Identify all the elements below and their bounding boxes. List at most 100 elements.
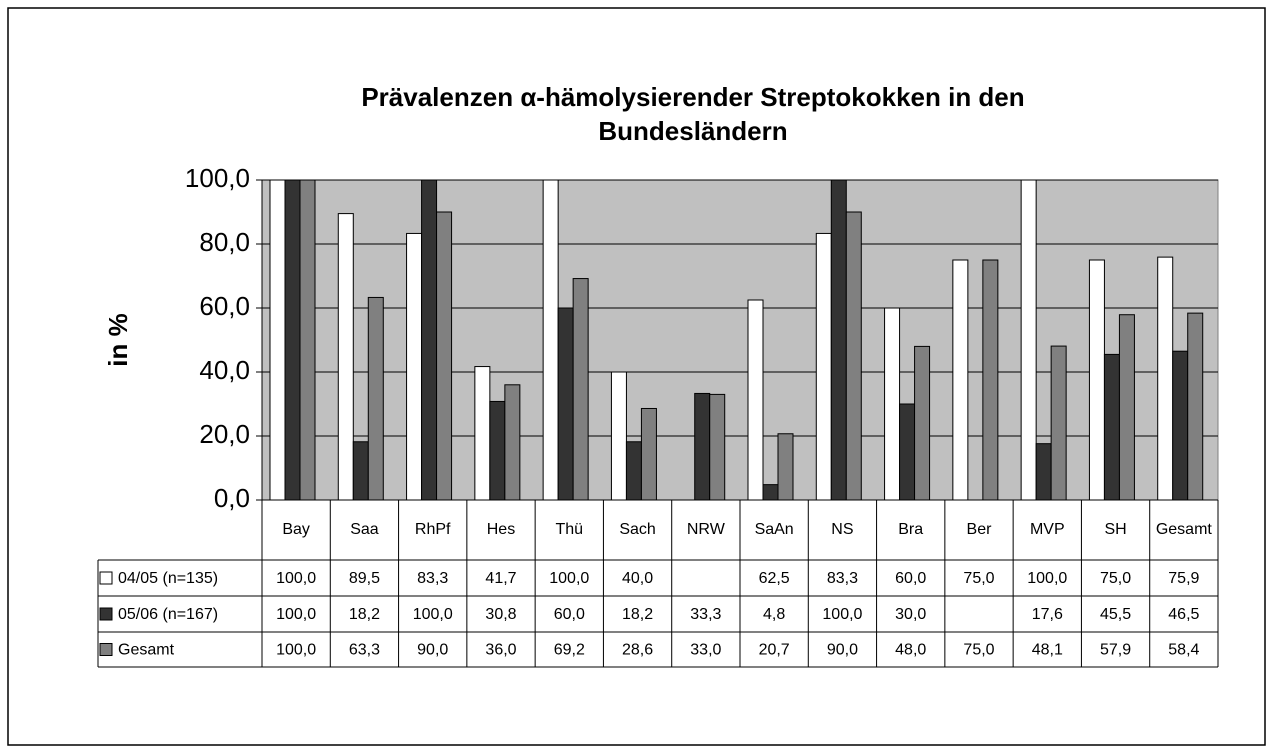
data-label: 30,0 xyxy=(895,606,926,623)
data-label: 69,2 xyxy=(554,642,585,659)
data-label: 20,7 xyxy=(759,642,790,659)
data-label: 18,2 xyxy=(622,606,653,623)
bar xyxy=(299,179,316,501)
x-tick-label: Sach xyxy=(619,521,656,538)
bar xyxy=(625,441,642,501)
data-label: 46,5 xyxy=(1168,606,1199,623)
data-label: 83,3 xyxy=(827,570,858,587)
legend-swatch xyxy=(99,607,113,621)
x-tick-label: Gesamt xyxy=(1155,521,1212,538)
x-tick-label: MVP xyxy=(1029,521,1065,538)
x-tick-label: SaAn xyxy=(754,521,794,538)
data-label: 75,0 xyxy=(963,570,994,587)
chart-title: Prävalenzen α-hämolysierender Streptokok… xyxy=(361,82,1025,146)
data-label: 75,0 xyxy=(1100,570,1131,587)
legend-label: 04/05 (n=135) xyxy=(118,570,218,587)
y-tick-label: 20,0 xyxy=(199,419,250,449)
bar xyxy=(1103,353,1120,501)
y-tick-label: 0,0 xyxy=(214,483,250,513)
bar xyxy=(1088,259,1105,501)
y-axis-label: in % xyxy=(103,313,133,366)
bar xyxy=(1035,443,1052,501)
x-tick-label: SH xyxy=(1104,521,1127,538)
bar xyxy=(777,433,794,501)
legend-label: Gesamt xyxy=(118,642,175,659)
data-label: 40,0 xyxy=(622,570,653,587)
bar xyxy=(952,259,969,501)
bar xyxy=(982,259,999,501)
data-label: 63,3 xyxy=(349,642,380,659)
bar xyxy=(694,392,711,501)
bar xyxy=(1172,350,1189,501)
data-label: 100,0 xyxy=(822,606,862,623)
bar xyxy=(709,393,726,501)
bar xyxy=(830,179,847,501)
x-tick-label: Thü xyxy=(555,521,584,538)
data-label: 90,0 xyxy=(417,642,448,659)
data-label: 75,0 xyxy=(963,642,994,659)
y-tick-label: 80,0 xyxy=(199,227,250,257)
x-tick-label: NS xyxy=(831,521,854,538)
bar xyxy=(1157,256,1174,501)
data-label: 30,8 xyxy=(485,606,516,623)
data-label: 89,5 xyxy=(349,570,380,587)
data-label: 28,6 xyxy=(622,642,653,659)
data-label: 60,0 xyxy=(895,570,926,587)
bar xyxy=(1118,314,1135,501)
bar xyxy=(489,400,506,501)
bar xyxy=(884,307,901,501)
bar xyxy=(557,307,574,501)
bar xyxy=(1187,312,1204,501)
data-label: 60,0 xyxy=(554,606,585,623)
data-label: 45,5 xyxy=(1100,606,1131,623)
x-tick-label: Bay xyxy=(282,521,310,538)
data-label: 33,3 xyxy=(690,606,721,623)
legend-label: 05/06 (n=167) xyxy=(118,606,218,623)
bar xyxy=(572,278,589,501)
data-label: 36,0 xyxy=(485,642,516,659)
bar xyxy=(337,213,354,501)
bar xyxy=(762,484,779,501)
bar xyxy=(406,232,423,501)
bar xyxy=(269,179,286,501)
bar xyxy=(1020,179,1037,501)
bar xyxy=(845,211,862,501)
data-label: 100,0 xyxy=(276,570,316,587)
legend-swatch xyxy=(99,643,113,656)
data-label: 90,0 xyxy=(827,642,858,659)
bar xyxy=(436,211,453,501)
data-label: 100,0 xyxy=(413,606,453,623)
data-label: 18,2 xyxy=(349,606,380,623)
x-tick-label: Ber xyxy=(966,521,992,538)
data-label: 100,0 xyxy=(276,606,316,623)
data-label: 48,0 xyxy=(895,642,926,659)
data-label: 100,0 xyxy=(1027,570,1067,587)
bar xyxy=(421,179,438,501)
data-label: 62,5 xyxy=(759,570,790,587)
data-label: 48,1 xyxy=(1032,642,1063,659)
x-tick-label: Hes xyxy=(486,521,516,538)
bar xyxy=(1050,345,1067,501)
x-tick-label: RhPf xyxy=(414,521,451,538)
data-label: 83,3 xyxy=(417,570,448,587)
bar xyxy=(899,403,916,501)
bar xyxy=(284,179,301,501)
data-label: 57,9 xyxy=(1100,642,1131,659)
bar xyxy=(815,232,832,501)
bar xyxy=(367,296,384,501)
bar xyxy=(640,407,657,501)
data-label: 4,8 xyxy=(763,606,785,623)
data-label: 17,6 xyxy=(1032,606,1063,623)
y-tick-label: 40,0 xyxy=(199,355,250,385)
bar xyxy=(504,384,521,501)
x-tick-label: Saa xyxy=(350,521,379,538)
y-tick-label: 60,0 xyxy=(199,291,250,321)
y-tick-label: 100,0 xyxy=(185,163,250,193)
x-tick-label: NRW xyxy=(686,521,725,538)
data-label: 33,0 xyxy=(690,642,721,659)
data-label: 41,7 xyxy=(485,570,516,587)
bar xyxy=(914,345,931,501)
data-label: 100,0 xyxy=(276,642,316,659)
